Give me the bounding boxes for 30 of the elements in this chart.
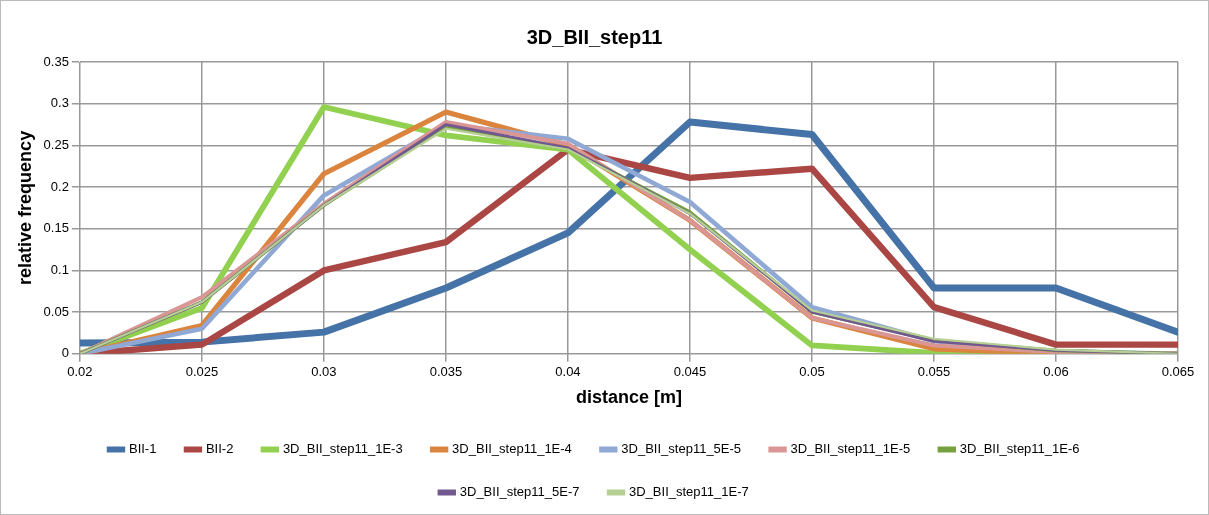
- x-tick-label: 0.06: [1043, 364, 1069, 380]
- y-tick-label: 0.05: [43, 303, 69, 319]
- x-tick-label: 0.065: [1161, 364, 1195, 380]
- legend-label: 3D_BII_step11_5E-7: [459, 484, 580, 500]
- y-tick-label: 0.1: [50, 262, 69, 278]
- legend-label: 3D_BII_step11_1E-4: [452, 441, 572, 457]
- y-tick-label: 0.15: [43, 220, 69, 236]
- legend-label: BII-1: [128, 441, 157, 457]
- legend-label: 3D_BII_step11_1E-6: [959, 441, 1080, 457]
- legend-label: BII-2: [205, 441, 234, 457]
- y-tick-label: 0.3: [50, 95, 69, 111]
- legend-label: 3D_BII_step11_1E-7: [629, 484, 749, 500]
- x-tick-label: 0.055: [917, 364, 951, 380]
- x-tick-label: 0.02: [67, 364, 93, 380]
- y-tick-label: 0.2: [50, 178, 69, 194]
- x-tick-label: 0.05: [799, 364, 825, 380]
- x-tick-label: 0.035: [429, 364, 463, 380]
- x-tick-label: 0.03: [311, 364, 337, 380]
- x-tick-label: 0.04: [555, 364, 581, 380]
- x-tick-label: 0.045: [673, 364, 707, 380]
- legend-label: 3D_BII_step11_1E-5: [790, 441, 911, 457]
- x-tick-label: 0.025: [185, 364, 219, 380]
- y-tick-label: 0: [61, 345, 69, 361]
- legend-label: 3D_BII_step11_1E-3: [282, 441, 403, 457]
- x-axis-title: distance [m]: [575, 387, 682, 408]
- y-axis-title: relative frequency: [14, 130, 35, 285]
- chart-title: 3D_BII_step11: [526, 25, 663, 48]
- y-tick-label: 0.35: [43, 53, 69, 69]
- y-tick-label: 0.25: [43, 136, 69, 152]
- legend-label: 3D_BII_step11_5E-5: [621, 441, 742, 457]
